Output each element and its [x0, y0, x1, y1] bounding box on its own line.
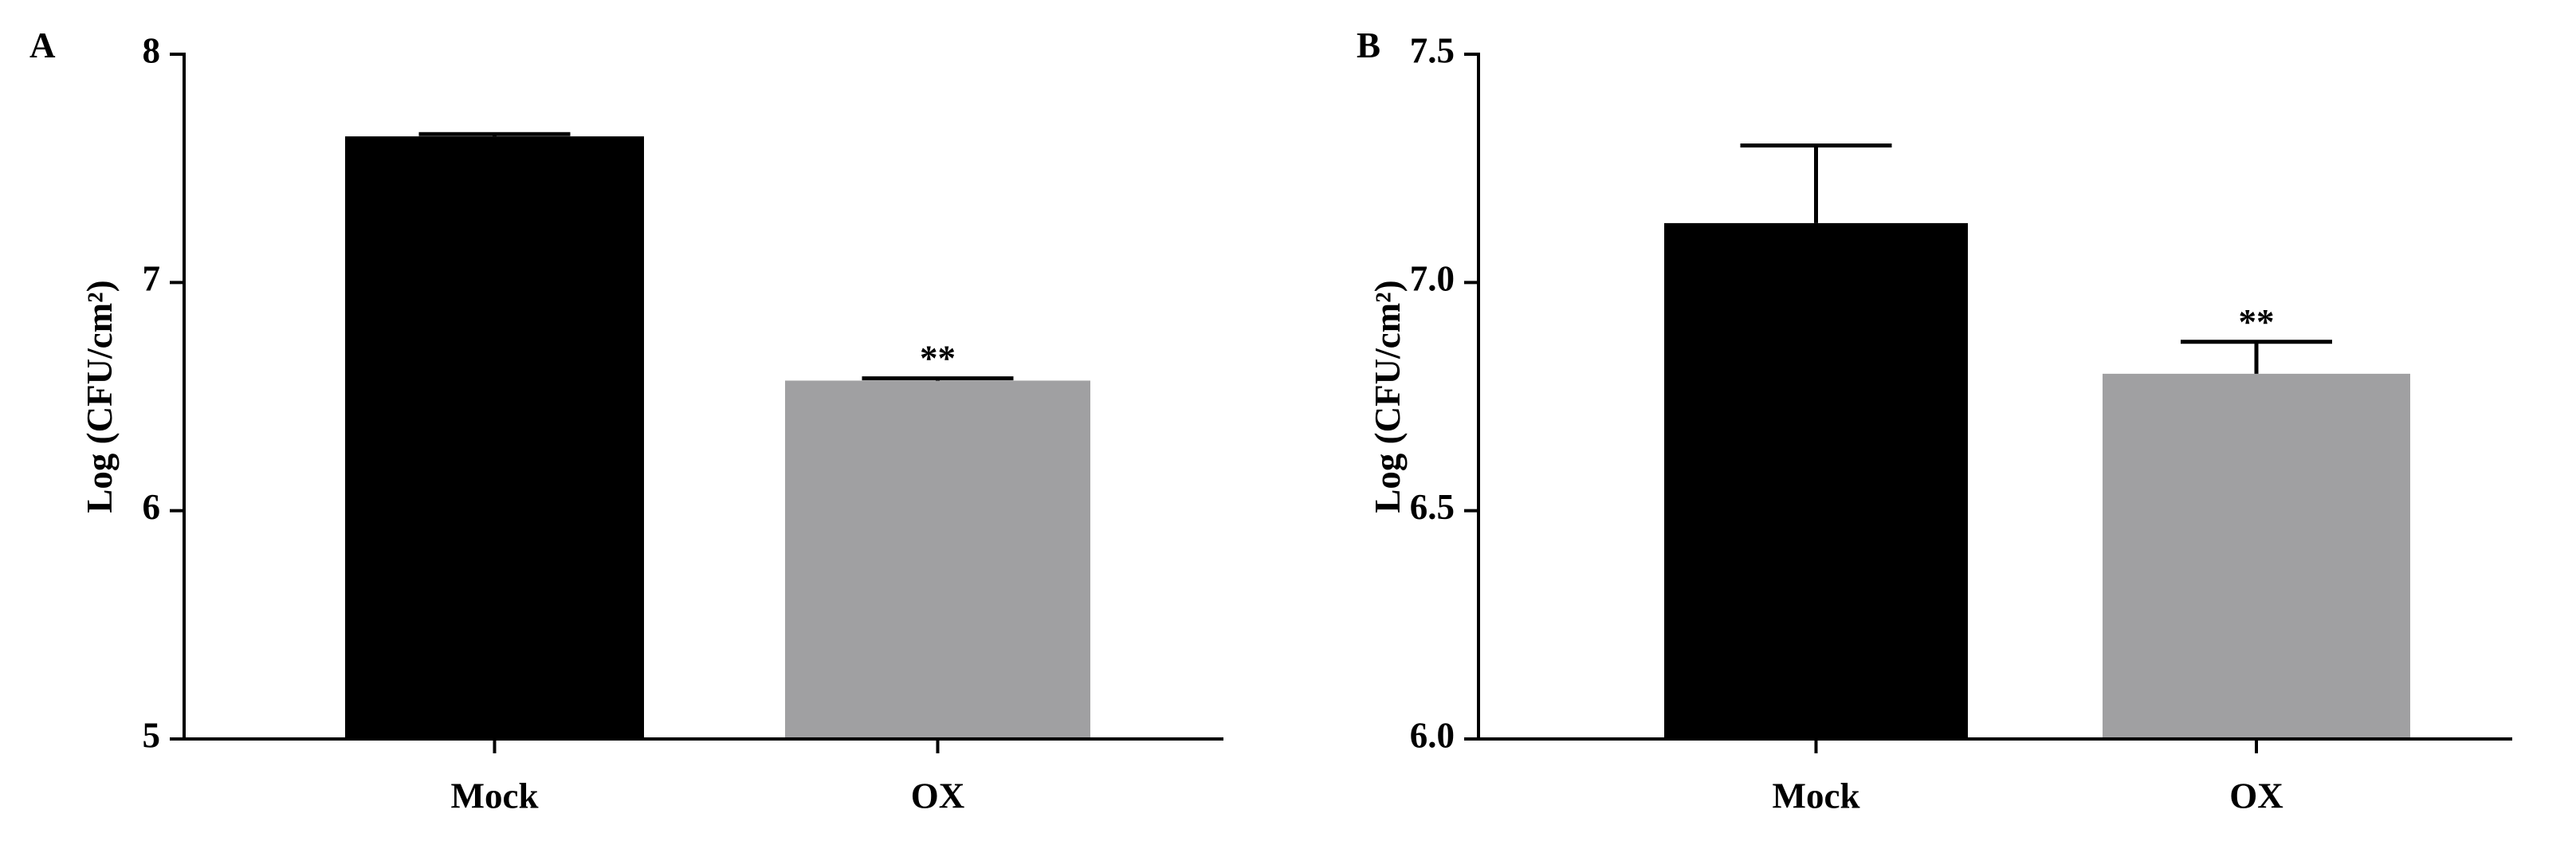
y-axis-label: Log (CFU/cm²) — [80, 280, 120, 513]
y-tick-label: 8 — [143, 30, 161, 70]
y-tick-label: 7.0 — [1410, 259, 1455, 299]
x-tick-label: Mock — [1773, 776, 1860, 815]
error-bar — [2181, 340, 2332, 374]
x-tick-label: OX — [2229, 776, 2283, 815]
significance-annotation: ** — [2239, 302, 2275, 342]
y-axis-label: Log (CFU/cm²) — [1368, 280, 1408, 513]
y-tick-label: 6.0 — [1410, 715, 1455, 755]
x-tick-label: Mock — [451, 776, 539, 815]
error-bar — [1740, 143, 1892, 223]
bar — [1664, 222, 1968, 739]
panel-label: B — [1357, 26, 1380, 65]
y-tick-label: 7.5 — [1410, 30, 1455, 70]
bar — [345, 136, 644, 739]
y-tick-label: 6 — [143, 487, 161, 527]
y-tick-label: 7 — [143, 259, 161, 299]
x-tick-label: OX — [911, 776, 965, 815]
error-bar — [862, 376, 1014, 381]
panel-label: A — [29, 26, 56, 65]
y-tick-label: 6.5 — [1410, 487, 1455, 527]
significance-annotation: ** — [920, 339, 956, 379]
error-bar — [418, 132, 571, 137]
y-tick-label: 5 — [143, 715, 161, 755]
bar — [2103, 373, 2410, 739]
bar — [785, 380, 1090, 739]
